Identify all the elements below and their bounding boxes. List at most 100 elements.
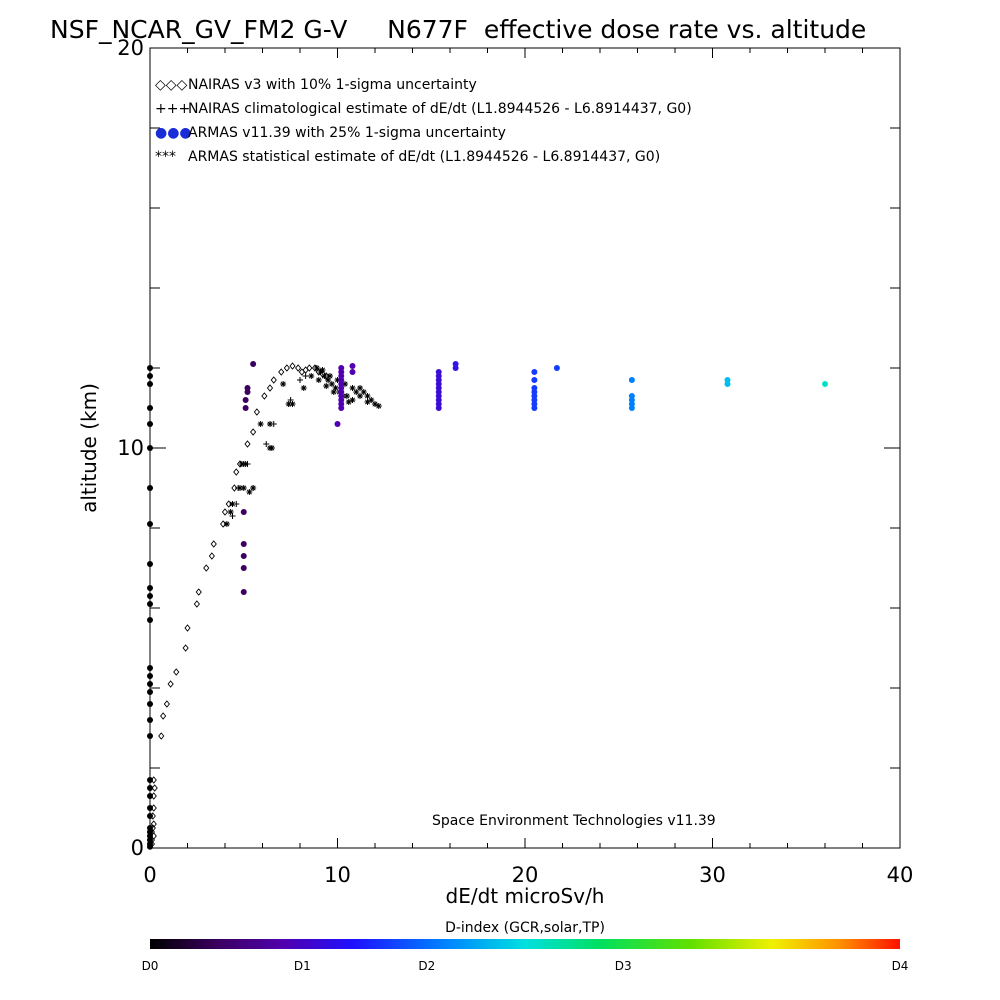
colorbar-label: D1 xyxy=(294,959,311,973)
nairas-point xyxy=(193,600,200,608)
armas-point xyxy=(147,601,153,607)
armas-statistical-point xyxy=(327,373,333,379)
y-tick-label: 10 xyxy=(117,436,144,460)
armas-point xyxy=(531,377,538,383)
nairas-point xyxy=(158,732,165,740)
armas-point xyxy=(147,793,153,799)
nairas-point xyxy=(208,552,215,560)
armas-statistical-point xyxy=(257,421,264,427)
armas-point xyxy=(250,361,257,367)
armas-point xyxy=(147,717,153,723)
armas-statistical-point xyxy=(368,397,375,403)
tick-labels: 0 10 20 30 40 0 10 20 xyxy=(117,36,913,887)
armas-point xyxy=(147,785,153,791)
armas-point xyxy=(349,363,356,369)
armas-statistical-point xyxy=(345,399,352,405)
armas-point xyxy=(240,565,247,571)
armas-statistical-point xyxy=(334,377,341,383)
armas-statistical-point xyxy=(246,489,253,495)
nairas-climatology-point xyxy=(297,377,303,383)
nairas-point xyxy=(253,408,260,416)
armas-statistical-point xyxy=(357,385,363,391)
armas-statistical-point xyxy=(289,401,296,407)
armas-statistical-point xyxy=(237,485,243,491)
armas-statistical-point xyxy=(364,393,371,399)
armas-point xyxy=(147,805,153,811)
nairas-point xyxy=(261,392,268,400)
armas-point xyxy=(147,593,153,599)
nairas-point xyxy=(278,368,285,376)
legend-marker: ●●● xyxy=(155,125,192,141)
armas-statistical-point xyxy=(267,421,273,427)
armas-point xyxy=(147,733,153,739)
armas-statistical-point xyxy=(325,377,332,383)
nairas-point xyxy=(195,588,202,596)
nairas-point xyxy=(173,668,180,676)
nairas-climatology-point xyxy=(302,373,309,379)
nairas-point xyxy=(182,644,189,652)
y-tick-label: 0 xyxy=(131,836,144,860)
armas-point xyxy=(147,485,153,491)
armas-point xyxy=(531,369,538,375)
armas-point xyxy=(338,365,345,371)
nairas-point xyxy=(244,440,251,448)
armas-point xyxy=(553,365,560,371)
armas-statistical-point xyxy=(238,461,245,467)
colorbar xyxy=(150,939,900,949)
armas-statistical-point xyxy=(375,403,382,409)
armas-point xyxy=(531,385,538,391)
nairas-point xyxy=(250,428,257,436)
colorbar-label: D2 xyxy=(418,959,435,973)
armas-point xyxy=(147,405,153,411)
armas-statistical-point xyxy=(349,385,356,391)
armas-statistical-point xyxy=(229,501,236,507)
nairas-point xyxy=(150,820,157,828)
armas-point xyxy=(240,541,247,547)
plot-area xyxy=(149,47,901,849)
armas-point xyxy=(628,393,635,399)
nairas-point xyxy=(233,468,240,476)
armas-point xyxy=(242,405,249,411)
armas-statistical-point xyxy=(300,385,307,391)
armas-point xyxy=(147,561,153,567)
nairas-climatology-point xyxy=(263,441,270,447)
nairas-point xyxy=(221,508,229,516)
armas-point xyxy=(240,589,247,595)
legend-marker: +++ xyxy=(155,101,190,117)
armas-statistical-point xyxy=(242,461,249,467)
armas-statistical-point xyxy=(315,377,322,383)
nairas-point xyxy=(266,384,274,392)
armas-point xyxy=(147,585,153,591)
legend-entry: ARMAS v11.39 with 25% 1-sigma uncertaint… xyxy=(188,125,506,141)
armas-point xyxy=(147,681,153,687)
armas-statistical-point xyxy=(321,373,328,379)
y-tick-label: 20 xyxy=(117,36,144,60)
credit-text: Space Environment Technologies v11.39 xyxy=(432,813,716,829)
colorbar-label: D3 xyxy=(615,959,632,973)
legend-entry: NAIRAS v3 with 10% 1-sigma uncertainty xyxy=(188,77,477,93)
armas-point xyxy=(628,377,635,383)
armas-point xyxy=(147,617,153,623)
armas-statistical-point xyxy=(332,385,339,391)
legend-entry: ARMAS statistical estimate of dE/dt (L1.… xyxy=(188,149,660,165)
nairas-point xyxy=(220,520,227,528)
armas-statistical-point xyxy=(223,521,230,527)
legend-marker: *** xyxy=(155,149,176,165)
armas-point xyxy=(349,369,356,375)
armas-statistical-point xyxy=(328,381,335,387)
armas-statistical-point xyxy=(360,389,367,395)
x-axis-label: dE/dt microSv/h xyxy=(446,884,605,908)
armas-statistical-point xyxy=(357,393,363,399)
data-series xyxy=(146,361,828,850)
colorbar-labels: D0 D1 D2 D3 D4 xyxy=(142,959,909,973)
nairas-point xyxy=(231,484,238,492)
armas-statistical-point xyxy=(308,373,315,379)
armas-point xyxy=(147,365,153,371)
armas-point xyxy=(822,381,828,387)
armas-point xyxy=(244,385,251,391)
colorbar-title: D-index (GCR,solar,TP) xyxy=(445,920,605,936)
armas-statistical-point xyxy=(227,509,234,515)
nairas-point xyxy=(270,376,277,384)
armas-point xyxy=(147,825,153,831)
nairas-point xyxy=(160,712,167,720)
